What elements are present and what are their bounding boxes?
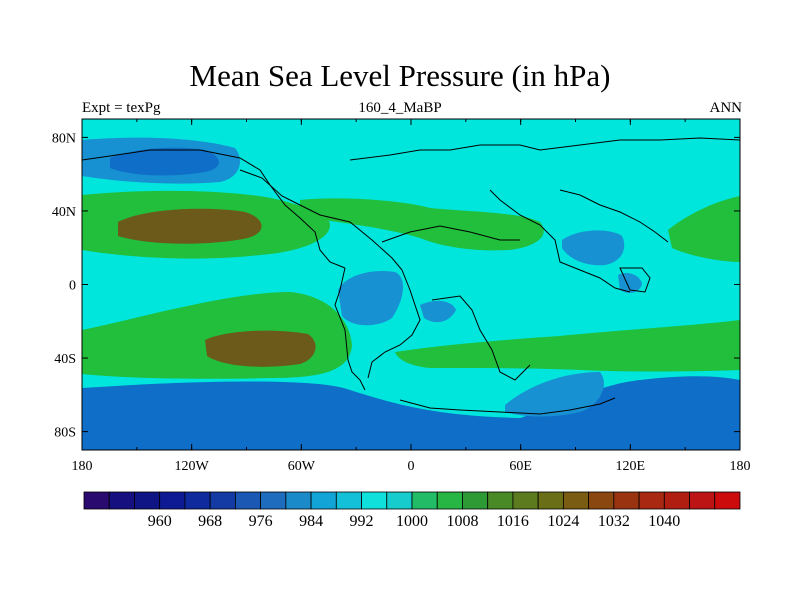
x-tick-label: 0 — [408, 459, 415, 474]
colorbar-swatch — [134, 491, 161, 510]
period-label: 160_4_MaBP — [358, 100, 442, 116]
colorbar-swatch — [436, 491, 463, 510]
experiment-label: Expt = texPg — [82, 100, 161, 116]
colorbar-swatch — [335, 491, 362, 510]
coastlines — [82, 137, 740, 415]
colorbar-swatch — [159, 491, 186, 510]
y-tick-label: 80S — [54, 426, 76, 441]
north-atlantic-high — [300, 198, 544, 251]
colorbar-swatch — [462, 491, 489, 510]
x-tick-label: 180 — [730, 459, 751, 474]
x-tick-label: 120E — [616, 459, 646, 474]
coastline-americas-west — [334, 267, 366, 391]
colorbar-label: 1040 — [648, 513, 680, 530]
colorbar-swatch — [108, 491, 135, 510]
coastline-asia-east — [559, 189, 669, 243]
colorbar-swatch — [411, 491, 438, 510]
colorbar-swatch — [512, 491, 539, 510]
colorbar-label: 1032 — [598, 513, 630, 530]
colorbar-swatch — [361, 491, 388, 510]
colorbar: 960 968 976 984 992 1000 1008 1016 1024 1032 1040 — [83, 491, 741, 530]
colorbar-swatch — [537, 491, 564, 510]
south-atlantic-high — [395, 320, 740, 372]
coastline-indonesia — [619, 267, 651, 293]
colorbar-swatch — [562, 491, 590, 510]
colorbar-label: 1000 — [396, 513, 428, 530]
x-tick-label: 60E — [509, 459, 532, 474]
colorbar-label: 1016 — [497, 513, 529, 530]
colorbar-swatch — [234, 491, 262, 510]
x-axis: 180 120W 60W 0 60E 120E 180 — [72, 119, 751, 474]
colorbar-swatch — [386, 491, 413, 510]
y-tick-label: 0 — [69, 279, 76, 294]
coastline-eurasia-south — [489, 189, 631, 293]
colorbar-label: 984 — [299, 513, 323, 530]
antarctic-lighter-patch — [505, 372, 604, 417]
north-pacific-low-core — [110, 147, 219, 176]
y-tick-label: 40N — [52, 205, 76, 220]
y-axis: 80N 40N 0 40S 80S — [52, 131, 740, 441]
colorbar-label: 1024 — [547, 513, 579, 530]
pressure-field — [82, 119, 740, 450]
east-high — [668, 196, 740, 262]
coastline-antarctica — [399, 397, 616, 415]
colorbar-swatch — [487, 491, 514, 510]
equatorial-low — [338, 270, 404, 326]
x-tick-label: 60W — [288, 459, 316, 474]
colorbar-swatch — [714, 491, 741, 510]
colorbar-label: 992 — [350, 513, 374, 530]
chart-title: Mean Sea Level Pressure (in hPa) — [189, 58, 611, 93]
season-label: ANN — [709, 100, 743, 116]
x-tick-label: 120W — [175, 459, 210, 474]
colorbar-label: 1008 — [446, 513, 478, 530]
asian-low — [562, 230, 625, 266]
colorbar-swatch — [83, 491, 110, 510]
colorbar-label: 976 — [249, 513, 273, 530]
south-pacific-high-core — [205, 330, 316, 367]
southern-low-band — [82, 376, 740, 450]
coastline-africa — [381, 225, 520, 243]
coastline-atlantic — [239, 169, 403, 271]
colorbar-swatch — [184, 491, 211, 510]
colorbar-label: 960 — [148, 513, 172, 530]
colorbar-swatch — [588, 491, 615, 510]
colorbar-swatch — [310, 491, 337, 510]
coastline-africa-south — [431, 295, 531, 381]
north-pacific-high-core — [118, 208, 262, 244]
colorbar-swatch — [689, 491, 716, 510]
y-tick-label: 80N — [52, 131, 76, 146]
colorbar-label: 968 — [198, 513, 222, 530]
x-tick-label: 180 — [72, 459, 93, 474]
colorbar-swatch — [638, 491, 665, 510]
coastline-eurasia — [349, 137, 740, 161]
colorbar-swatch — [663, 491, 690, 510]
colorbar-swatch — [613, 491, 640, 510]
y-tick-label: 40S — [54, 352, 76, 367]
coastline-south-america-east — [367, 269, 421, 379]
colorbar-swatch — [285, 491, 312, 510]
africa-low — [420, 300, 456, 323]
colorbar-swatch — [260, 491, 287, 510]
colorbar-swatch — [209, 491, 236, 510]
